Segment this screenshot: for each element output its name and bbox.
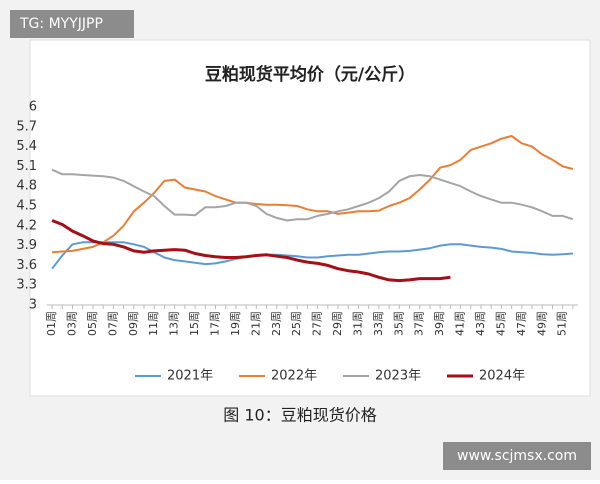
x-tick-label: 49周 [535, 311, 548, 336]
x-tick-label: 21周 [249, 311, 262, 336]
watermark: TG: MYYJJPP [19, 16, 103, 32]
x-tick-label: 51周 [556, 311, 569, 336]
chart-title: 豆粕现货平均价（元/公斤） [205, 64, 415, 85]
y-tick-label: 6 [29, 100, 37, 115]
series-line [51, 219, 451, 283]
x-tick-label: 15周 [188, 311, 201, 336]
x-tick-label: 29周 [331, 311, 344, 336]
watermark-box [10, 10, 134, 38]
x-tick-label: 13周 [168, 311, 181, 336]
y-tick-label: 5.1 [16, 159, 37, 174]
x-tick-label: 35周 [392, 311, 405, 336]
x-tick-label: 09周 [127, 311, 140, 336]
x-tick-label: 45周 [494, 311, 507, 336]
x-tick-label: 39周 [433, 311, 446, 336]
x-tick-label: 03周 [66, 311, 79, 336]
x-tick-label: 47周 [515, 311, 528, 336]
y-tick-label: 5.4 [16, 139, 37, 154]
y-tick-label: 3 [29, 298, 37, 313]
x-tick-label: 27周 [311, 311, 324, 336]
legend-label: 2022年 [271, 369, 317, 384]
x-tick-label: 11周 [147, 311, 160, 336]
x-tick-label: 43周 [474, 311, 487, 336]
y-tick-label: 4.5 [16, 199, 37, 214]
x-tick-label: 33周 [372, 311, 385, 336]
x-tick-label: 23周 [270, 311, 283, 336]
x-tick-label: 37周 [413, 311, 426, 336]
y-tick-label: 4.2 [16, 218, 37, 233]
y-tick-label: 3.9 [16, 238, 37, 253]
legend-label: 2023年 [375, 369, 421, 384]
y-tick-label: 4.8 [16, 179, 37, 194]
x-tick-label: 25周 [290, 311, 303, 336]
y-tick-label: 3.6 [16, 258, 37, 273]
x-tick-label: 31周 [351, 311, 364, 336]
x-tick-label: 07周 [106, 311, 119, 336]
y-tick-label: 5.7 [16, 119, 37, 134]
x-tick-label: 41周 [454, 311, 467, 336]
y-tick-label: 3.3 [16, 278, 37, 293]
legend-label: 2021年 [167, 369, 213, 384]
legend-label: 2024年 [479, 369, 525, 384]
series-line [51, 241, 573, 270]
x-tick-label: 17周 [208, 311, 221, 336]
x-tick-label: 01周 [45, 311, 58, 336]
series-line [51, 168, 574, 222]
x-tick-label: 05周 [86, 311, 99, 336]
caption: 图 10：豆粕现货价格 [223, 406, 376, 425]
watermark: www.scjmsx.com [457, 448, 577, 464]
x-tick-label: 19周 [229, 311, 242, 336]
series-line [52, 135, 574, 254]
watermark-box [443, 442, 591, 470]
